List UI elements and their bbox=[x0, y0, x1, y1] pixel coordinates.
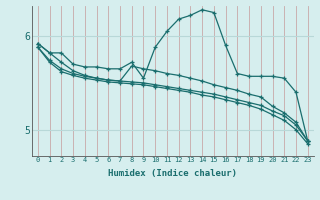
X-axis label: Humidex (Indice chaleur): Humidex (Indice chaleur) bbox=[108, 169, 237, 178]
